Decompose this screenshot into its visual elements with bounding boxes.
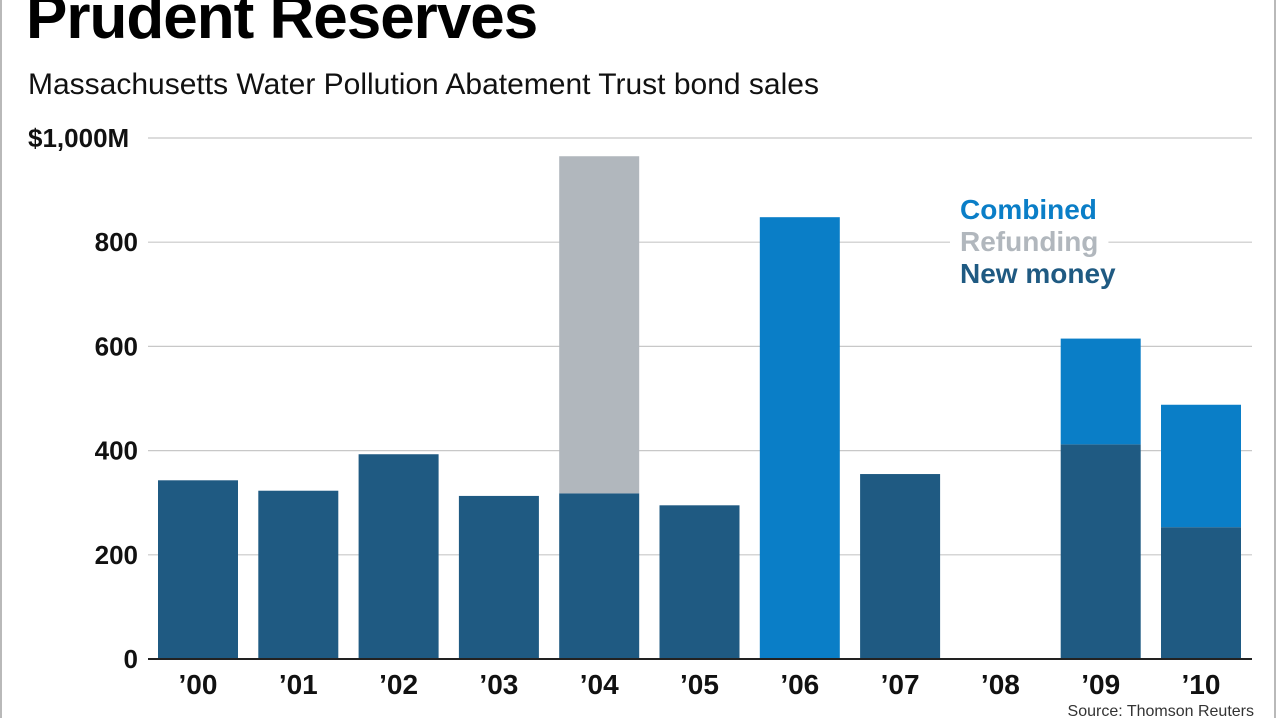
x-tick-label: ’00 — [179, 669, 218, 700]
y-tick-label: 200 — [95, 540, 138, 570]
x-tick-label: ’09 — [1081, 669, 1120, 700]
legend-entry: New money — [960, 258, 1116, 289]
y-tick-label: 400 — [95, 436, 138, 466]
bar-new-money — [559, 493, 640, 659]
bar-new-money — [860, 474, 941, 659]
x-tick-label: ’10 — [1182, 669, 1221, 700]
chart-subtitle: Massachusetts Water Pollution Abatement … — [28, 68, 819, 101]
chart-title: Prudent Reserves — [26, 0, 538, 52]
x-tick-label: ’03 — [479, 669, 518, 700]
bar-refunding — [559, 156, 640, 494]
bar-new-money — [1161, 527, 1241, 659]
legend-entry: Combined — [960, 194, 1097, 225]
bar-new-money — [258, 490, 339, 659]
legend-entry-background — [950, 194, 1107, 225]
bar-new-money — [659, 505, 740, 659]
legend-entry-background — [950, 258, 1127, 289]
x-tick-label: ’06 — [780, 669, 819, 700]
x-tick-label: ’01 — [279, 669, 318, 700]
x-tick-label: ’07 — [881, 669, 920, 700]
x-tick-label: ’02 — [379, 669, 418, 700]
bar-new-money — [458, 495, 539, 659]
x-tick-label: ’05 — [680, 669, 719, 700]
y-tick-label: 0 — [124, 644, 138, 674]
bar-new-money — [158, 480, 238, 659]
y-tick-label: $1,000M — [28, 123, 129, 153]
bar-new-money — [358, 454, 439, 659]
y-tick-label: 800 — [95, 227, 138, 257]
legend-entry-background — [950, 226, 1109, 257]
y-tick-label: 600 — [95, 331, 138, 361]
x-tick-label: ’08 — [981, 669, 1020, 700]
x-tick-label: ’04 — [580, 669, 619, 700]
bar-new-money — [1060, 444, 1141, 659]
source-note: Source: Thomson Reuters — [1067, 703, 1254, 720]
bar-combined — [759, 217, 840, 659]
bar-combined — [1161, 404, 1241, 528]
legend-entry: Refunding — [960, 226, 1098, 257]
bar-combined — [1060, 338, 1141, 445]
